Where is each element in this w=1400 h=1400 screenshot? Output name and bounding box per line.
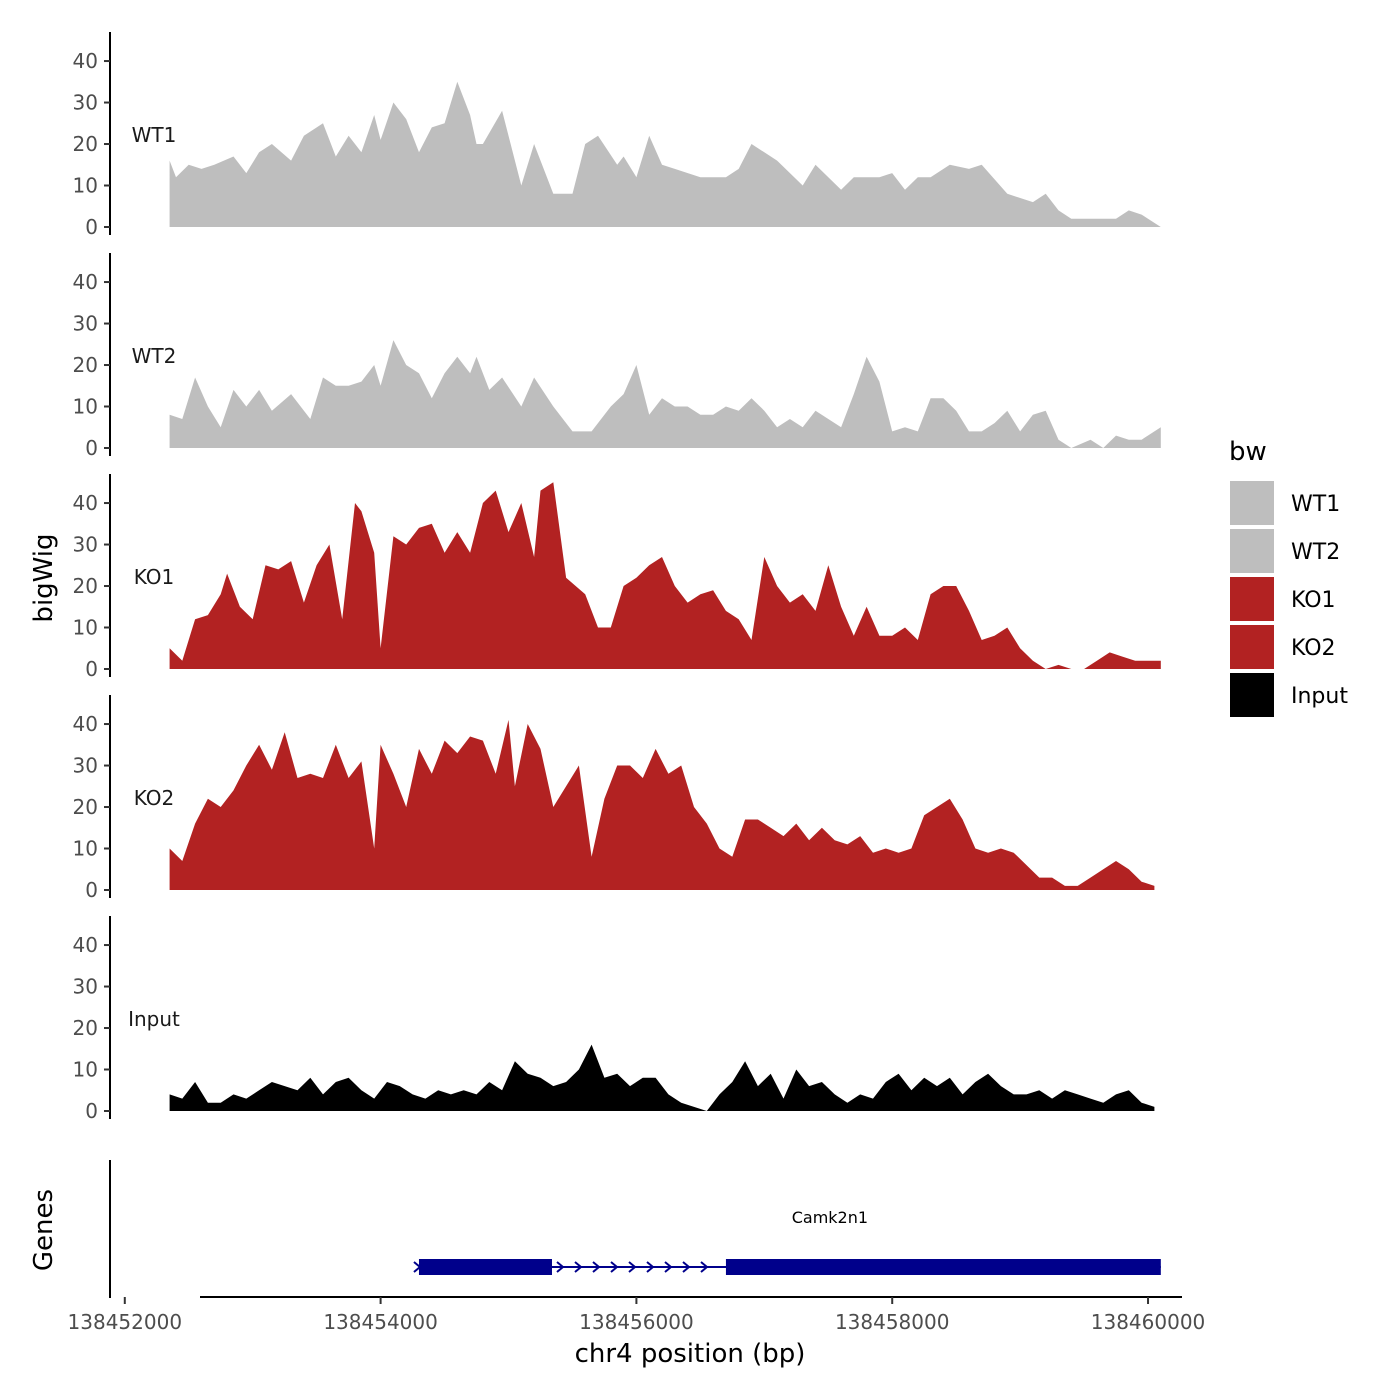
y-tick-label-ko1-20: 20: [73, 574, 98, 598]
genes-axis-title: Genes: [29, 1189, 59, 1271]
strand-arrow: [574, 1261, 583, 1273]
legend-label-ko2: KO2: [1291, 636, 1336, 661]
y-tick-label-wt1-20: 20: [73, 132, 98, 156]
y-tick-label-wt2-10: 10: [73, 395, 98, 419]
legend-label-wt2: WT2: [1291, 540, 1340, 565]
y-tick-label-ko1-40: 40: [73, 491, 98, 515]
gene-camk2n1: Camk2n1: [413, 1208, 1161, 1275]
legend: bw WT1 WT2 KO1 KO2 Input: [1228, 437, 1348, 719]
y-tick-label-wt2-40: 40: [73, 270, 98, 294]
legend-label-wt1: WT1: [1291, 492, 1340, 517]
track-wt1: 0 10 20 30 40 WT1: [73, 32, 1161, 239]
area-wt1: [169, 81, 1161, 227]
y-tick-label-ko2-0: 0: [85, 878, 98, 902]
y-tick-label-wt1-10: 10: [73, 174, 98, 198]
y-tick-label-ko1-30: 30: [73, 533, 98, 557]
track-label-input: Input: [128, 1007, 180, 1031]
area-ko1: [169, 482, 1161, 669]
gene-label: Camk2n1: [792, 1208, 868, 1227]
y-tick-label-ko1-10: 10: [73, 616, 98, 640]
y-tick-label-wt1-40: 40: [73, 49, 98, 73]
track-label-wt1: WT1: [132, 123, 177, 147]
legend-swatch-ko2: [1228, 623, 1276, 671]
track-label-wt2: WT2: [132, 344, 177, 368]
y-tick-label-input-20: 20: [73, 1016, 98, 1040]
gene-exon-1: [418, 1259, 552, 1275]
track-label-ko2: KO2: [134, 786, 175, 810]
track-wt2: 0 10 20 30 40 WT2: [73, 253, 1161, 460]
x-tick-label-138458000: 138458000: [835, 1310, 950, 1334]
y-tick-label-ko2-20: 20: [73, 795, 98, 819]
y-tick-label-ko1-0: 0: [85, 657, 98, 681]
y-tick-label-input-40: 40: [73, 933, 98, 957]
x-tick-label-138452000: 138452000: [68, 1310, 183, 1334]
track-ko2: 0 10 20 30 40 KO2: [73, 695, 1155, 902]
track-label-ko1: KO1: [134, 565, 175, 589]
x-axis: 138452000 138454000 138456000 138458000 1384…: [68, 1296, 1206, 1334]
track-ko1: 0 10 20 30 40 KO1: [73, 474, 1161, 681]
strand-arrow: [700, 1261, 709, 1273]
y-tick-label-wt1-0: 0: [85, 215, 98, 239]
x-tick-label-138456000: 138456000: [579, 1310, 694, 1334]
area-wt2: [169, 340, 1161, 448]
strand-arrow: [592, 1261, 601, 1273]
strand-arrow: [628, 1261, 637, 1273]
genes-track: Camk2n1: [109, 1160, 1161, 1298]
x-axis-title: chr4 position (bp): [575, 1339, 806, 1369]
legend-title: bw: [1229, 437, 1267, 467]
y-tick-label-wt2-20: 20: [73, 353, 98, 377]
area-ko2: [169, 719, 1155, 890]
legend-swatch-wt2: [1228, 527, 1276, 575]
legend-label-ko1: KO1: [1291, 588, 1336, 613]
legend-swatch-input: [1228, 671, 1276, 719]
legend-swatch-wt1: [1228, 479, 1276, 527]
y-tick-label-ko2-40: 40: [73, 712, 98, 736]
y-tick-label-ko2-30: 30: [73, 754, 98, 778]
strand-arrow: [646, 1261, 655, 1273]
y-axis-title: bigWig: [29, 533, 59, 622]
x-tick-label-138460000: 138460000: [1091, 1310, 1206, 1334]
gene-exon-2: [725, 1259, 1161, 1275]
strand-arrow: [682, 1261, 691, 1273]
signal-tracks: 0 10 20 30 40 WT1 0 10 20 30 40 WT2 0 10 20 30 40 KO1 0 10 2…: [73, 32, 1161, 1123]
track-input: 0 10 20 30 40 Input: [73, 916, 1155, 1123]
y-tick-label-wt2-30: 30: [73, 312, 98, 336]
legend-label-input: Input: [1291, 684, 1348, 709]
y-tick-label-input-30: 30: [73, 975, 98, 999]
y-tick-label-wt1-30: 30: [73, 91, 98, 115]
strand-arrow: [556, 1261, 565, 1273]
area-input: [169, 1044, 1155, 1111]
strand-arrow: [664, 1261, 673, 1273]
y-tick-label-input-0: 0: [85, 1099, 98, 1123]
x-tick-label-138454000: 138454000: [323, 1310, 438, 1334]
y-tick-label-input-10: 10: [73, 1058, 98, 1082]
y-tick-label-wt2-0: 0: [85, 436, 98, 460]
y-tick-label-ko2-10: 10: [73, 837, 98, 861]
strand-arrow: [610, 1261, 619, 1273]
legend-swatch-ko1: [1228, 575, 1276, 623]
